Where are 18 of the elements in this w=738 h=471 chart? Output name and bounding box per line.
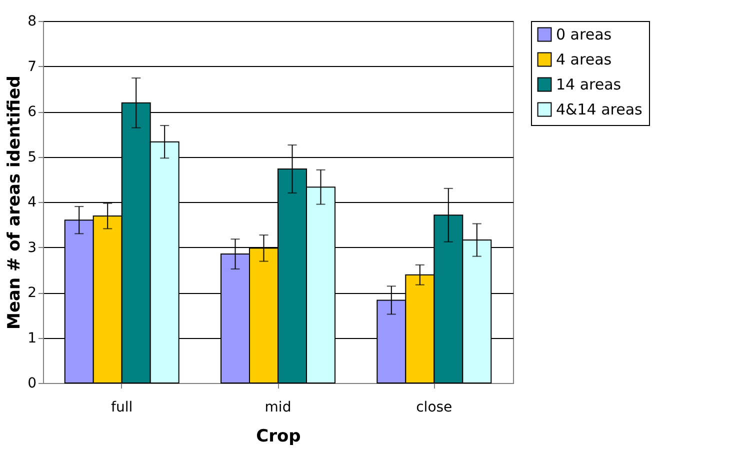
y-tick-label: 3: [28, 240, 36, 256]
x-axis-title: Crop: [256, 426, 301, 446]
y-tick-label: 7: [28, 58, 36, 75]
legend-label: 14 areas: [556, 76, 622, 94]
legend-label: 4&14 areas: [556, 100, 643, 118]
y-tick-label: 1: [28, 330, 36, 346]
y-tick-label: 5: [28, 149, 36, 166]
y-tick-label: 8: [28, 14, 36, 30]
y-tick-label: 0: [28, 376, 36, 392]
x-tick-label: full: [111, 400, 133, 416]
y-tick-label: 2: [28, 285, 36, 301]
legend-label: 4 areas: [556, 50, 612, 68]
y-tick-label: 6: [28, 104, 37, 120]
y-axis-title: Mean # of areas identified: [4, 76, 25, 330]
legend-label: 0 areas: [556, 26, 612, 44]
y-tick-label: 4: [28, 194, 37, 210]
x-tick-label: close: [416, 400, 452, 416]
x-tick-label: mid: [264, 400, 292, 416]
